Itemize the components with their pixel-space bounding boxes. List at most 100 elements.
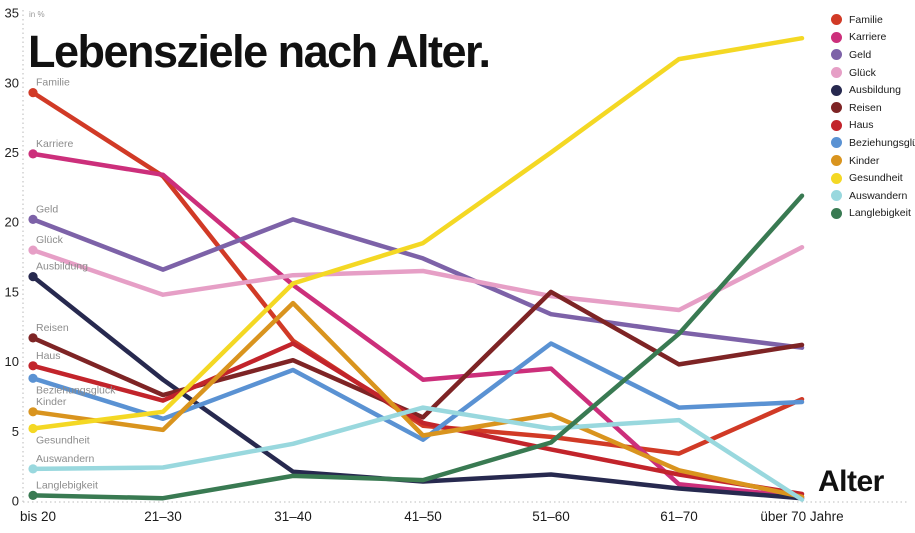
series-langlebigkeit: Langlebigkeit	[28, 193, 805, 501]
series-start-dot	[28, 490, 38, 500]
legend-label: Haus	[849, 119, 874, 132]
series-start-label: Karriere	[36, 138, 74, 150]
legend: Familie Karriere Geld Glück Ausbildung Reisen…	[831, 14, 915, 219]
page-title: Lebensziele nach Alter.	[28, 26, 491, 77]
legend-label: Gesundheit	[849, 172, 903, 185]
x-tick-label: 21–30	[144, 509, 182, 524]
x-tick-label: 31–40	[274, 509, 312, 524]
legend-label: Langlebigkeit	[849, 207, 911, 220]
y-tick-label: 30	[5, 75, 19, 90]
series-start-label: Familie	[36, 77, 70, 89]
series-line	[30, 341, 805, 497]
legend-item: Auswandern	[831, 190, 915, 202]
series-start-label: Auswandern	[36, 453, 95, 465]
x-tick-label: bis 20	[20, 509, 56, 524]
x-tick-label: 41–50	[404, 509, 442, 524]
series-reisen: Reisen	[28, 289, 805, 420]
legend-color-dot-icon	[831, 31, 842, 43]
series-start-label: Ausbildung	[36, 261, 88, 273]
series-line	[30, 341, 805, 442]
y-tick-label: 20	[5, 215, 19, 230]
series-line	[30, 300, 805, 500]
series-line	[30, 405, 805, 502]
x-axis-title: Alter	[818, 465, 884, 498]
series-line	[30, 289, 805, 420]
y-tick-label: 5	[12, 424, 19, 439]
series-auswandern: Auswandern	[28, 405, 805, 502]
series-start-dot	[28, 214, 38, 224]
y-tick-label: 10	[5, 354, 19, 369]
series-start-label: Geld	[36, 203, 58, 215]
series-line	[30, 245, 805, 313]
series-karriere: Karriere	[28, 138, 805, 500]
series-start-dot	[28, 245, 38, 255]
legend-item: Haus	[831, 119, 915, 132]
series-start-label: Langlebigkeit	[36, 479, 98, 491]
series-beziehungsglück: Beziehungsglück	[28, 341, 805, 442]
series-start-dot	[28, 361, 38, 371]
legend-label: Karriere	[849, 31, 887, 44]
series-line	[30, 151, 805, 500]
series-start-label: Haus	[36, 350, 61, 362]
legend-color-dot-icon	[831, 137, 842, 149]
series-start-dot	[28, 272, 38, 282]
legend-color-dot-icon	[831, 49, 842, 61]
legend-item: Langlebigkeit	[831, 207, 915, 220]
series-start-label: Kinder	[36, 396, 67, 408]
y-tick-label: 15	[5, 284, 19, 299]
legend-item: Kinder	[831, 155, 915, 167]
legend-color-dot-icon	[831, 190, 842, 202]
series-start-dot	[28, 88, 38, 98]
y-tick-label: 0	[12, 494, 19, 509]
series-haus: Haus	[28, 341, 805, 497]
x-tick-label: 51–60	[532, 509, 570, 524]
series-line	[30, 193, 805, 501]
legend-color-dot-icon	[831, 155, 842, 167]
x-tick-label: 61–70	[660, 509, 698, 524]
legend-label: Beziehungsglück	[849, 136, 915, 149]
legend-label: Auswandern	[849, 189, 908, 202]
series-start-dot	[28, 423, 38, 434]
series-start-label: Beziehungsglück	[36, 384, 116, 396]
legend-item: Karriere	[831, 31, 915, 44]
legend-item: Familie	[831, 14, 915, 26]
series-start-label: Reisen	[36, 322, 69, 334]
series-line	[30, 35, 805, 431]
series-start-dot	[28, 149, 38, 159]
series-gesundheit: Gesundheit	[28, 35, 805, 447]
series-start-label: Gesundheit	[36, 435, 90, 447]
x-tick-label: über 70 Jahre	[760, 509, 843, 524]
legend-item: Reisen	[831, 102, 915, 114]
legend-color-dot-icon	[831, 119, 842, 131]
series-start-label: Glück	[36, 234, 64, 246]
legend-label: Geld	[849, 48, 872, 61]
series-glück: Glück	[28, 234, 805, 313]
legend-color-dot-icon	[831, 207, 842, 219]
legend-item: Glück	[831, 67, 915, 79]
legend-label: Reisen	[849, 101, 882, 114]
series-kinder: Kinder	[28, 300, 805, 500]
legend-label: Kinder	[849, 154, 880, 167]
legend-label: Glück	[849, 66, 876, 79]
series-start-dot	[28, 373, 38, 383]
series-start-dot	[28, 333, 38, 343]
y-axis-unit-label: in %	[29, 10, 45, 19]
y-tick-label: 35	[5, 6, 19, 21]
legend-label: Familie	[849, 13, 883, 26]
series-start-dot	[28, 464, 38, 474]
series-start-dot	[28, 407, 38, 417]
legend-item: Beziehungsglück	[831, 137, 915, 149]
legend-label: Ausbildung	[849, 84, 901, 97]
legend-color-dot-icon	[831, 84, 842, 96]
series-ausbildung: Ausbildung	[28, 261, 805, 501]
legend-color-dot-icon	[831, 14, 842, 26]
legend-item: Geld	[831, 49, 915, 61]
y-tick-label: 25	[5, 145, 19, 160]
legend-color-dot-icon	[831, 172, 842, 184]
legend-color-dot-icon	[831, 67, 842, 79]
legend-item: Gesundheit	[831, 172, 915, 184]
legend-color-dot-icon	[831, 102, 842, 114]
legend-item: Ausbildung	[831, 84, 915, 96]
